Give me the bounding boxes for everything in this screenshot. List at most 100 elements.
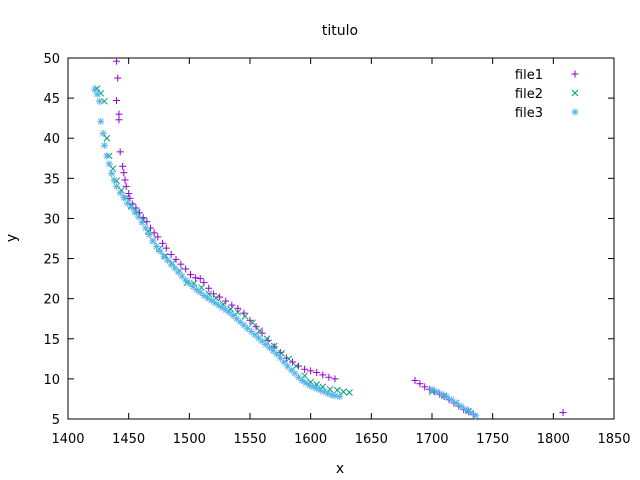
- data-point: [182, 276, 190, 284]
- data-point: [204, 294, 212, 302]
- data-point: [103, 134, 111, 142]
- data-point: [121, 176, 129, 184]
- data-point: [292, 362, 300, 370]
- data-point: [167, 251, 175, 259]
- data-point: [100, 141, 108, 149]
- data-point: [172, 255, 180, 263]
- data-point: [116, 148, 124, 156]
- data-point: [298, 376, 306, 384]
- data-point: [113, 57, 121, 65]
- data-point: [153, 243, 161, 251]
- data-point: [116, 189, 124, 197]
- data-point: [331, 375, 339, 383]
- data-point: [160, 252, 168, 260]
- x-tick-label: 1600: [294, 432, 327, 447]
- y-tick-label: 10: [43, 373, 60, 388]
- x-tick-label: 1700: [415, 432, 448, 447]
- data-point: [114, 74, 122, 82]
- data-point: [210, 290, 218, 298]
- data-point: [559, 409, 567, 417]
- data-point: [211, 299, 219, 307]
- data-point: [156, 247, 164, 255]
- data-point: [234, 304, 242, 312]
- data-point: [113, 97, 121, 105]
- data-point: [177, 260, 185, 268]
- data-point: [346, 389, 353, 396]
- data-point: [288, 358, 296, 366]
- y-axis: 5 10 15 20 25 30 35 40 45 50: [43, 52, 614, 428]
- data-point: [472, 412, 480, 420]
- data-point: [462, 405, 470, 413]
- data-point: [105, 160, 113, 168]
- data-point: [334, 386, 341, 394]
- data-point: [452, 399, 460, 407]
- data-point: [127, 203, 135, 211]
- legend-label-file2: file2: [515, 87, 543, 102]
- y-tick-label: 20: [43, 293, 60, 308]
- y-tick-label: 25: [43, 253, 60, 268]
- data-point: [287, 366, 295, 374]
- data-point: [193, 286, 201, 294]
- data-point: [109, 165, 117, 173]
- data-point: [99, 129, 107, 137]
- data-point: [108, 170, 116, 178]
- y-tick-label: 35: [43, 172, 60, 187]
- x-tick-label: 1400: [51, 432, 84, 447]
- data-point: [336, 393, 344, 401]
- legend-marker-file2: [571, 89, 579, 97]
- data-point: [115, 116, 123, 124]
- data-point: [125, 190, 133, 198]
- y-tick-label: 5: [52, 413, 60, 428]
- y-tick-label: 30: [43, 212, 60, 227]
- data-point: [443, 393, 451, 401]
- data-point: [416, 380, 424, 388]
- data-point: [119, 162, 127, 170]
- series-file1: [113, 57, 567, 418]
- data-point: [265, 344, 273, 352]
- y-axis-title: y: [4, 234, 20, 242]
- data-point: [256, 327, 264, 335]
- data-point: [301, 365, 309, 373]
- data-point: [222, 297, 230, 305]
- data-point: [149, 237, 157, 245]
- data-point: [331, 392, 339, 400]
- data-point: [240, 321, 248, 329]
- data-point: [280, 358, 288, 366]
- data-point: [282, 354, 290, 362]
- x-axis-title: x: [336, 461, 344, 477]
- data-point: [110, 176, 118, 184]
- data-point: [97, 117, 105, 125]
- data-point: [252, 323, 260, 331]
- chart-title: titulo: [322, 23, 358, 39]
- legend-marker-file1: [571, 70, 579, 78]
- data-point: [162, 244, 170, 252]
- y-tick-label: 40: [43, 132, 60, 147]
- data-point: [93, 90, 101, 98]
- data-point: [421, 383, 429, 391]
- data-point: [214, 301, 222, 309]
- data-point: [285, 355, 293, 363]
- data-point: [131, 208, 139, 216]
- x-tick-label: 1550: [233, 432, 266, 447]
- data-point: [205, 284, 213, 292]
- plot-area: [67, 57, 615, 420]
- data-point: [313, 368, 321, 376]
- data-point: [319, 371, 327, 379]
- data-point: [438, 390, 446, 398]
- x-tick-label: 1500: [173, 432, 206, 447]
- data-point: [447, 396, 455, 404]
- data-point: [113, 182, 121, 190]
- data-point: [234, 308, 242, 316]
- data-point: [103, 152, 111, 160]
- x-tick-label: 1450: [112, 432, 145, 447]
- data-point: [154, 233, 162, 241]
- data-point: [187, 271, 195, 279]
- legend-marker-file3: [571, 108, 579, 116]
- data-point: [457, 402, 465, 410]
- data-point: [218, 303, 226, 311]
- data-point: [120, 194, 128, 202]
- data-point: [145, 230, 153, 238]
- data-point: [222, 306, 230, 314]
- x-axis: 1400 1450 1500 1550 1600 1650 1700 1750 1800 1850: [51, 58, 631, 447]
- data-point: [150, 229, 158, 237]
